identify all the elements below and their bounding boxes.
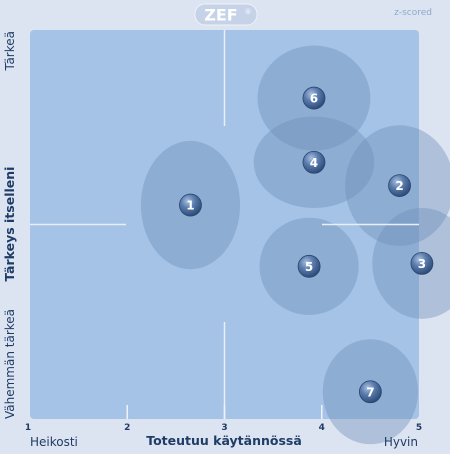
marker-2[interactable]: 2 bbox=[388, 174, 411, 198]
marker-label-6: 6 bbox=[310, 92, 318, 106]
marker-label-3: 3 bbox=[418, 257, 426, 271]
marker-circle-1 bbox=[179, 193, 202, 217]
marker-circle-7 bbox=[358, 380, 382, 404]
x-tick-label-4: 4 bbox=[319, 423, 325, 433]
plot-area bbox=[30, 30, 419, 419]
x-tick-label-5: 5 bbox=[416, 423, 422, 433]
marker-label-4: 4 bbox=[310, 156, 318, 170]
x-low-label: Heikosti bbox=[30, 435, 78, 449]
marker-circle-2 bbox=[388, 174, 411, 198]
marker-layer: 1 2 3 4 5 6 7 bbox=[179, 86, 434, 404]
x-tick-label-1: 1 bbox=[25, 423, 31, 433]
marker-circle-6 bbox=[302, 86, 326, 110]
marker-circle-3 bbox=[410, 251, 434, 275]
marker-5[interactable]: 5 bbox=[297, 254, 321, 278]
quadrant-guides bbox=[30, 30, 419, 419]
y-high-label: Tärkeä bbox=[3, 31, 17, 71]
marker-label-2: 2 bbox=[395, 179, 403, 193]
marker-7[interactable]: 7 bbox=[358, 380, 382, 404]
x-tick-label-3: 3 bbox=[221, 423, 227, 433]
x-tick-label-2: 2 bbox=[124, 423, 130, 433]
marker-1[interactable]: 1 bbox=[179, 193, 202, 217]
marker-label-5: 5 bbox=[305, 260, 313, 274]
marker-3[interactable]: 3 bbox=[410, 251, 434, 275]
x-tick-labels: 1 2 3 4 5 bbox=[25, 423, 422, 433]
zef-logo: ZEF ® bbox=[194, 3, 258, 26]
marker-circle-5 bbox=[297, 254, 321, 278]
logo-mark: ® bbox=[245, 8, 252, 16]
x-axis-title: Toteutuu käytännössä bbox=[146, 433, 302, 448]
marker-label-7: 7 bbox=[366, 385, 374, 399]
z-scored-note: z-scored bbox=[394, 8, 432, 18]
marker-circle-4 bbox=[302, 150, 326, 174]
x-tick-marks bbox=[126, 405, 323, 419]
y-axis-title: Tärkeys itselleni bbox=[2, 167, 17, 282]
marker-label-1: 1 bbox=[186, 199, 194, 213]
marker-4[interactable]: 4 bbox=[302, 150, 326, 174]
marker-6[interactable]: 6 bbox=[302, 86, 326, 110]
x-high-label: Hyvin bbox=[384, 435, 418, 449]
y-low-label: Vähemmän tärkeä bbox=[3, 309, 17, 419]
logo-text: ZEF bbox=[204, 6, 237, 25]
